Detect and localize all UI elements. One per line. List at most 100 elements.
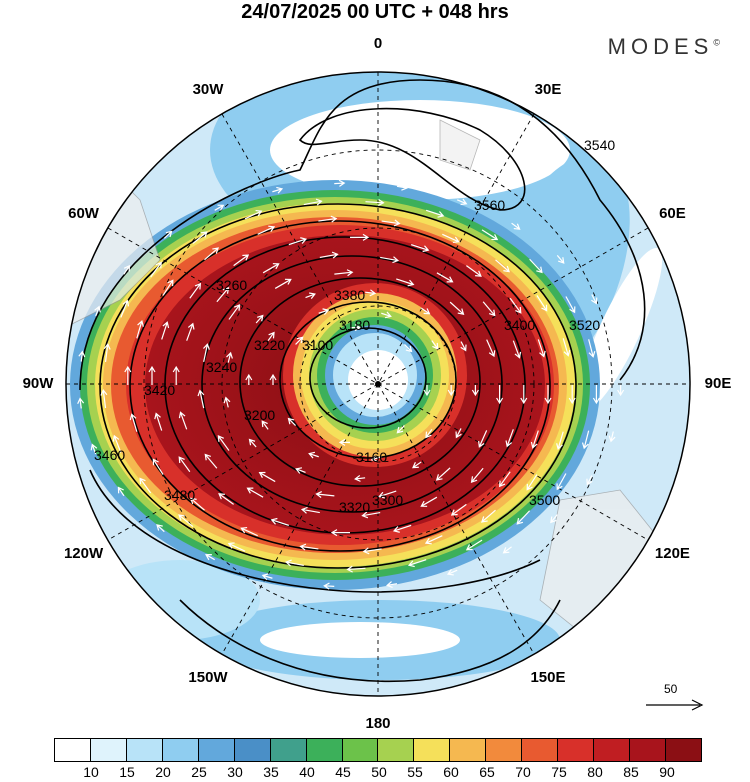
colorbar-tick-label: 10 — [83, 764, 99, 780]
wind-arrow — [520, 385, 528, 405]
brand-logo: MODES© — [608, 34, 720, 60]
wind-arrow — [240, 526, 258, 537]
wind-arrow — [450, 503, 467, 516]
wind-arrow — [550, 514, 558, 524]
wind-arrow — [512, 340, 522, 359]
colorbar-tick-label: 50 — [371, 764, 387, 780]
contour-label: 3320 — [339, 499, 370, 515]
contour-label: 3460 — [94, 447, 125, 463]
contour-label: 3400 — [504, 317, 535, 333]
wind-arrow — [77, 397, 85, 409]
wind-arrow — [227, 542, 246, 552]
wind-arrow — [261, 420, 269, 430]
contour-label: 3520 — [569, 317, 600, 333]
wind-arrow — [288, 237, 308, 246]
wind-arrow — [537, 339, 546, 358]
wind-arrow — [190, 497, 205, 511]
chart-title: 24/07/2025 00 UTC + 048 hrs — [241, 1, 509, 23]
colorbar-cell — [234, 739, 271, 761]
wind-arrow — [556, 431, 564, 451]
wind-arrow — [544, 385, 552, 405]
wind-arrow — [178, 456, 191, 473]
colorbar-cell — [306, 739, 343, 761]
colorbar-tick-label: 75 — [551, 764, 567, 780]
wind-arrow — [455, 428, 462, 439]
wind-arrow — [262, 263, 280, 274]
colorbar-cell — [90, 739, 127, 761]
wind-arrow — [334, 179, 346, 187]
wind-arrow — [591, 294, 598, 305]
wind-arrow — [217, 435, 230, 451]
colorbar-cell — [55, 739, 91, 761]
wind-arrow — [568, 385, 576, 405]
longitude-label: 150W — [188, 669, 228, 687]
colorbar-cell — [378, 739, 415, 761]
wind-arrow — [435, 467, 451, 481]
wind-arrow — [449, 301, 465, 315]
wind-arrow — [338, 438, 350, 446]
wind-arrow — [178, 514, 194, 527]
wind-arrow — [315, 491, 335, 499]
wind-arrow — [78, 350, 86, 362]
wind-arrow — [381, 219, 401, 227]
wind-arrow — [617, 385, 625, 397]
colorbar-tick-label: 45 — [335, 764, 351, 780]
wind-arrow — [318, 215, 338, 223]
contour-label: 3240 — [206, 359, 237, 375]
colorbar-cell — [414, 739, 451, 761]
wind-arrow — [420, 496, 438, 507]
wind-arrow — [162, 279, 174, 296]
wind-arrow — [470, 467, 484, 483]
wind-arrow — [385, 581, 398, 589]
wind-arrow — [303, 198, 323, 206]
wind-arrow — [498, 471, 511, 488]
wind-arrow — [139, 477, 152, 494]
wind-arrow — [354, 474, 366, 482]
colorbar-tick-label: 70 — [515, 764, 531, 780]
contour-label: 3200 — [244, 407, 275, 423]
wind-arrow — [228, 303, 241, 320]
wind-arrow — [465, 539, 483, 551]
wind-arrow — [350, 233, 370, 241]
contour-label: 3480 — [164, 487, 195, 503]
contour-label: 3300 — [372, 492, 403, 508]
wind-arrow — [161, 321, 170, 340]
contour-label: 3540 — [584, 137, 615, 153]
contour-label: 3560 — [474, 197, 505, 213]
wind-arrow — [186, 322, 195, 341]
colorbar-cell — [126, 739, 163, 761]
wind-arrow — [425, 428, 433, 439]
contour-label: 3500 — [529, 492, 560, 508]
wind-arrow — [396, 278, 415, 287]
wind-arrow — [202, 343, 210, 362]
wind-arrow — [136, 319, 144, 339]
colorbar-cell — [665, 739, 701, 761]
contour-label: 3180 — [339, 317, 370, 333]
contour-label: 3420 — [144, 382, 175, 398]
wind-arrow — [425, 209, 445, 218]
longitude-label: 30E — [534, 80, 562, 98]
wind-arrow — [261, 573, 273, 581]
map-border — [65, 71, 691, 697]
wind-arrow — [481, 509, 496, 523]
brand-name: MODES — [607, 34, 714, 59]
colorbar-tick-label: 55 — [407, 764, 423, 780]
wind-arrow — [216, 287, 230, 303]
south-pole-marker — [375, 381, 381, 387]
reference-vector — [646, 699, 704, 711]
contour-label: 3260 — [216, 277, 247, 293]
wind-arrow — [481, 229, 499, 241]
wind-arrow — [502, 546, 512, 554]
height-contours — [79, 79, 646, 682]
colorbar-tick-label: 25 — [191, 764, 207, 780]
colorbar-cell — [342, 739, 379, 761]
colorbar-tick-label: 80 — [587, 764, 603, 780]
wind-arrow — [482, 301, 496, 317]
wind-arrow — [581, 430, 590, 450]
wind-arrow — [226, 351, 233, 363]
wind-arrow — [423, 385, 431, 397]
wind-arrow — [124, 365, 132, 385]
longitude-label: 180 — [365, 715, 391, 732]
